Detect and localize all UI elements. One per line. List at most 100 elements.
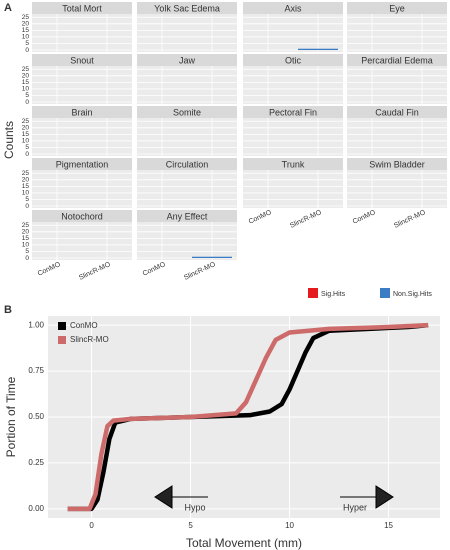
y-tick-label: 0.00 [28, 504, 44, 513]
bar [192, 256, 232, 259]
y-tick-label: 0 [25, 151, 29, 158]
y-tick-label: 0.50 [28, 412, 44, 421]
y-tick-label: 15 [22, 27, 30, 34]
strip [137, 54, 237, 66]
y-tick-label: 25 [22, 66, 30, 73]
y-tick-label: 0.75 [28, 366, 44, 375]
panel [137, 170, 237, 208]
y-tick-label: 25 [22, 170, 30, 177]
x-axis-label: Total Movement (mm) [186, 536, 302, 550]
x-tick-label: ConMO [142, 261, 167, 278]
facet-title: Notochord [61, 211, 103, 221]
panel [347, 170, 447, 208]
y-tick-label: 1.00 [28, 320, 44, 329]
x-tick-label: ConMO [37, 261, 62, 278]
y-axis-label: Portion of Time [4, 376, 18, 457]
y-tick-label: 20 [22, 21, 30, 28]
strip [32, 210, 132, 222]
y-tick-label: 10 [22, 190, 30, 197]
y-tick-label: 20 [22, 177, 30, 184]
strip [32, 158, 132, 170]
y-tick-label: 15 [22, 183, 30, 190]
arrow [340, 485, 394, 509]
x-tick-label: SlincR-MO [78, 261, 112, 282]
facet-title: Pigmentation [56, 159, 109, 169]
legend-swatch [58, 336, 66, 344]
annotation: Hyper [343, 502, 367, 512]
facet-title: Axis [284, 3, 302, 13]
y-tick-label: 20 [22, 229, 30, 236]
panel [32, 118, 132, 156]
legend-label: Sig.Hits [321, 291, 346, 298]
panel [347, 66, 447, 104]
strip [137, 2, 237, 14]
y-tick-label: 0 [25, 203, 29, 210]
facet-title: Any Effect [167, 211, 208, 221]
facet-title: Somite [173, 107, 201, 117]
panel [32, 170, 132, 208]
y-tick-label: 15 [22, 131, 30, 138]
y-tick-label: 0 [25, 47, 29, 54]
x-tick-label: 15 [384, 521, 393, 530]
y-tick-label: 0 [25, 255, 29, 262]
legend-swatch [380, 288, 390, 298]
strip [243, 158, 343, 170]
facet-title: Snout [70, 55, 94, 65]
panel [32, 66, 132, 104]
facet-title: Total Mort [62, 3, 102, 13]
panel-label: A [4, 2, 12, 14]
strip [137, 106, 237, 118]
panel-label: B [4, 304, 12, 316]
bar [298, 48, 338, 51]
strip [243, 106, 343, 118]
y-tick-label: 5 [25, 144, 29, 151]
facet-title: Swim Bladder [369, 159, 425, 169]
y-tick-label: 15 [22, 79, 30, 86]
x-tick-label: 5 [188, 521, 193, 530]
y-axis-label: Counts [2, 121, 16, 159]
facet-title: Eye [389, 3, 405, 13]
panel [137, 66, 237, 104]
legend-label: ConMO [70, 321, 98, 330]
strip [347, 2, 447, 14]
y-tick-label: 15 [22, 235, 30, 242]
panel [32, 14, 132, 52]
strip [32, 106, 132, 118]
data-line [67, 322, 429, 512]
facet-title: Pectoral Fin [269, 107, 317, 117]
y-tick-label: 10 [22, 138, 30, 145]
y-tick-label: 0 [25, 99, 29, 106]
panel [243, 170, 343, 208]
x-tick-label: 0 [89, 521, 94, 530]
annotation: Hypo [184, 502, 205, 512]
strip [347, 106, 447, 118]
y-tick-label: 10 [22, 34, 30, 41]
legend-swatch [58, 322, 66, 330]
facet-title: Yolk Sac Edema [154, 3, 220, 13]
strip [32, 2, 132, 14]
facet-title: Jaw [179, 55, 196, 65]
strip [137, 210, 237, 222]
strip [347, 158, 447, 170]
strip [347, 54, 447, 66]
x-tick-label: SlincR-MO [289, 209, 323, 230]
facet-title: Otic [285, 55, 302, 65]
facet-title: Caudal Fin [375, 107, 419, 117]
legend-swatch [308, 288, 318, 298]
legend-label: Non.Sig.Hits [393, 291, 432, 298]
facet-title: Brain [71, 107, 92, 117]
strip [243, 54, 343, 66]
x-tick-label: ConMO [248, 209, 273, 226]
y-tick-label: 20 [22, 73, 30, 80]
legend-label: SlincR-MO [70, 335, 109, 344]
y-tick-label: 25 [22, 222, 30, 229]
x-tick-label: SlincR-MO [393, 209, 427, 230]
facet-title: Circulation [166, 159, 209, 169]
panel [32, 222, 132, 260]
x-tick-label: 10 [285, 521, 294, 530]
y-tick-label: 5 [25, 248, 29, 255]
y-tick-label: 0.25 [28, 458, 44, 467]
facet-title: Percardial Edema [361, 55, 433, 65]
panel [243, 14, 343, 52]
